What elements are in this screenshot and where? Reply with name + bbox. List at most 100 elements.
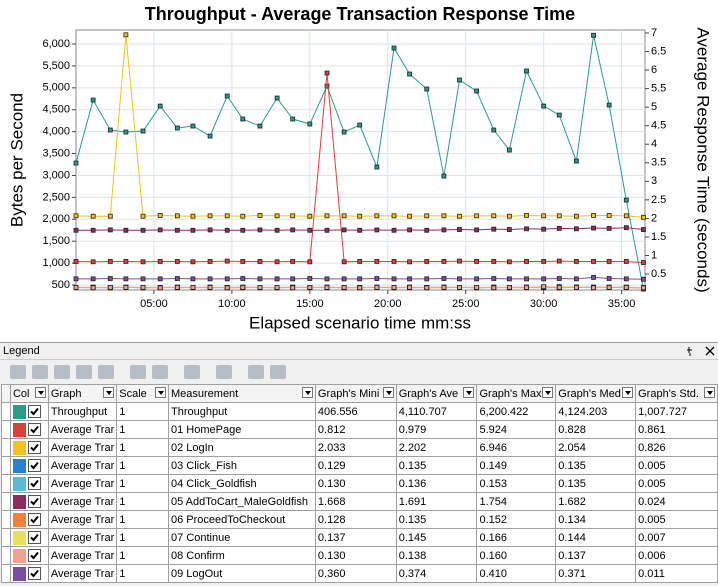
column-filter[interactable]: [622, 387, 634, 398]
column-filter[interactable]: [154, 387, 166, 398]
stat-cell: 0.128: [314, 510, 397, 529]
data-point: [407, 285, 413, 290]
stat-cell: 0.371: [555, 564, 637, 583]
row-selector[interactable]: [1, 474, 11, 493]
column-header[interactable]: Graph's Std.: [635, 384, 718, 403]
row-selector[interactable]: [1, 420, 11, 439]
data-point: [407, 276, 413, 282]
column-header[interactable]: Scale: [116, 384, 169, 403]
column-header[interactable]: Graph's Max: [476, 384, 557, 403]
tool-button[interactable]: [216, 365, 232, 379]
data-point: [257, 285, 263, 290]
row-selector[interactable]: [1, 438, 11, 457]
data-point: [73, 285, 79, 290]
legend-row[interactable]: Average Trar 1 07 Continue 0.137 0.145 0.166 0…: [1, 528, 718, 547]
data-point: [591, 213, 596, 218]
data-point: [224, 285, 230, 291]
data-point: [123, 285, 129, 290]
stat-cell: 6.946: [476, 438, 557, 457]
column-header[interactable]: Graph's Mini: [314, 384, 397, 403]
tool-button[interactable]: [76, 365, 92, 379]
data-point: [556, 258, 562, 264]
column-filter[interactable]: [301, 387, 313, 398]
color-cell: [9, 510, 49, 529]
tool-button[interactable]: [54, 365, 70, 379]
checkbox[interactable]: [27, 423, 41, 436]
data-point: [524, 285, 529, 290]
tool-button[interactable]: [130, 365, 146, 379]
row-selector[interactable]: [1, 564, 11, 583]
checkbox[interactable]: [27, 495, 41, 508]
column-filter[interactable]: [463, 387, 475, 398]
tool-button[interactable]: [98, 365, 114, 379]
row-selector[interactable]: [1, 456, 11, 475]
stat-cell: 0.006: [635, 546, 718, 565]
column-filter[interactable]: [542, 387, 554, 398]
column-header[interactable]: Graph: [47, 384, 118, 403]
data-point: [524, 259, 529, 264]
legend-row[interactable]: Average Trar 1 06 ProceedToCheckout 0.128 0.…: [1, 510, 718, 529]
data-point: [174, 213, 180, 219]
legend-row[interactable]: Average Trar 1 01 HomePage 0.812 0.979 5.924 0…: [1, 420, 718, 439]
data-point: [506, 285, 512, 290]
row-selector[interactable]: [1, 402, 11, 421]
column-filter[interactable]: [382, 387, 394, 398]
data-point: [591, 274, 596, 280]
data-point: [123, 129, 129, 135]
checkbox[interactable]: [27, 477, 41, 490]
stat-cell: 0.166: [476, 528, 557, 547]
row-selector[interactable]: [1, 510, 11, 529]
column-header[interactable]: Measurement: [167, 384, 316, 403]
data-point: [240, 276, 246, 281]
checkbox[interactable]: [27, 549, 41, 562]
data-point: [73, 213, 79, 219]
row-selector-header[interactable]: [1, 384, 11, 403]
tool-button[interactable]: [152, 365, 168, 379]
column-filter[interactable]: [34, 387, 46, 398]
panel-buttons[interactable]: [686, 345, 716, 357]
legend-row[interactable]: Average Trar 1 02 LogIn 2.033 2.202 6.946 2.05…: [1, 438, 718, 457]
x-tick-label: 35:00: [608, 298, 636, 310]
legend-row[interactable]: Average Trar 1 05 AddToCart_MaleGoldfish 1.…: [1, 492, 718, 511]
data-point: [174, 285, 180, 290]
stat-cell: 0.410: [476, 564, 557, 583]
data-point: [457, 285, 462, 290]
scale-cell: 1: [116, 420, 169, 439]
legend-row[interactable]: Average Trar 1 09 LogOut 0.360 0.374 0.410 0.3…: [1, 564, 718, 583]
tool-button[interactable]: [32, 365, 48, 379]
row-selector[interactable]: [1, 528, 11, 547]
checkbox[interactable]: [27, 567, 41, 580]
checkbox[interactable]: [27, 405, 41, 418]
checkbox[interactable]: [27, 513, 41, 526]
tool-button[interactable]: [248, 365, 264, 379]
data-point: [73, 276, 79, 282]
tool-button[interactable]: [184, 365, 200, 379]
stat-cell: 6,200.422: [476, 402, 557, 421]
column-header[interactable]: Graph's Ave: [395, 384, 478, 403]
legend-row[interactable]: Average Trar 1 08 Confirm 0.130 0.138 0.160 0.…: [1, 546, 718, 565]
stat-cell: 2.054: [555, 438, 637, 457]
stat-cell: 4,110.707: [395, 402, 478, 421]
checkbox[interactable]: [27, 441, 41, 454]
tool-button[interactable]: [10, 365, 26, 379]
column-title: Graph's Med: [558, 387, 621, 400]
data-point: [341, 213, 347, 219]
legend-row[interactable]: Average Trar 1 03 Click_Fish 0.129 0.135 0.14…: [1, 456, 718, 475]
row-selector[interactable]: [1, 492, 11, 511]
column-filter[interactable]: [704, 387, 715, 398]
measurement-cell: 03 Click_Fish: [167, 456, 316, 475]
color-swatch: [12, 476, 26, 491]
color-swatch: [12, 566, 26, 581]
row-selector[interactable]: [1, 546, 11, 565]
column-filter[interactable]: [103, 387, 115, 398]
checkbox[interactable]: [27, 459, 41, 472]
graph-cell: Average Trar: [47, 564, 118, 583]
checkbox[interactable]: [27, 531, 41, 544]
legend-row[interactable]: Average Trar 1 04 Click_Goldfish 0.130 0.136…: [1, 474, 718, 493]
data-point: [207, 285, 213, 290]
column-header[interactable]: Graph's Med: [555, 384, 637, 403]
column-header[interactable]: Col: [9, 384, 49, 403]
column-title: Graph's Max: [479, 387, 542, 400]
tool-button[interactable]: [270, 365, 286, 379]
legend-row[interactable]: Throughput 1 Throughput 406.556 4,110.707 6,2…: [1, 402, 718, 421]
